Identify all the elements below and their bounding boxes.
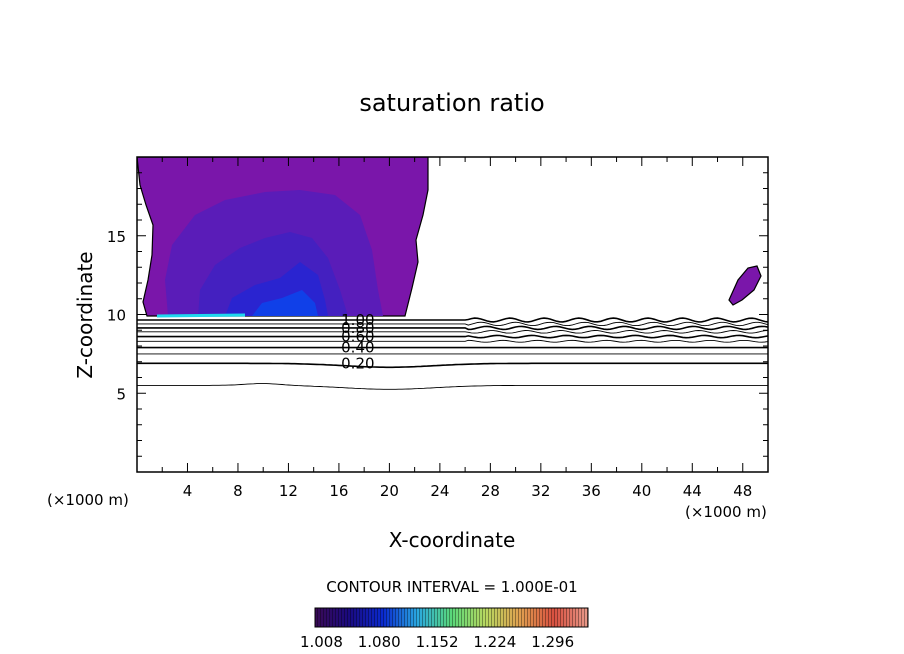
colorbar-tick-label: 1.296 <box>531 633 574 651</box>
shaded-regions <box>137 157 762 318</box>
x-tick-label: 8 <box>233 482 243 500</box>
supersaturated-region-small <box>728 265 762 306</box>
colorbar-tick-label: 1.152 <box>416 633 459 651</box>
x-unit-label-right: (×1000 m) <box>685 503 767 521</box>
contour-line <box>137 339 768 343</box>
contour-line <box>137 362 768 369</box>
contour-labels: 0.200.400.600.801.00 <box>341 311 374 372</box>
x-tick-label: 48 <box>733 482 752 500</box>
contour-line <box>137 330 768 334</box>
x-tick-label: 36 <box>582 482 601 500</box>
x-tick-label: 20 <box>380 482 399 500</box>
x-unit-label-left: (×1000 m) <box>47 491 129 509</box>
x-tick-label: 24 <box>430 482 449 500</box>
contour-line <box>137 325 768 331</box>
contour-line <box>137 321 768 327</box>
colorbar-tick-label: 1.008 <box>300 633 343 651</box>
contour-line <box>137 383 768 390</box>
contour-label: 0.60 <box>341 328 374 346</box>
contour-label: 0.40 <box>341 339 374 357</box>
contour-label: 1.00 <box>341 311 374 329</box>
x-axis-label: X-coordinate <box>389 528 516 552</box>
ridge-line <box>156 313 246 318</box>
x-tick-label: 32 <box>531 482 550 500</box>
contour-lines <box>137 317 768 390</box>
y-axis-label: Z-coordinate <box>73 251 97 378</box>
contour-line <box>137 317 768 323</box>
y-tick-labels: 5 10 15 <box>107 228 126 404</box>
axis-ticks <box>137 157 768 472</box>
x-tick-label: 4 <box>183 482 193 500</box>
x-tick-label: 40 <box>632 482 651 500</box>
colorbar-tick-labels: 1.008 1.080 1.152 1.224 1.296 <box>300 633 574 651</box>
chart-title: saturation ratio <box>359 89 544 117</box>
x-tick-label: 28 <box>481 482 500 500</box>
contour-label: 0.80 <box>341 319 374 337</box>
y-tick-label: 10 <box>107 307 126 325</box>
contour-line <box>137 334 768 339</box>
colorbar-tick-label: 1.080 <box>358 633 401 651</box>
colorbar-tick-label: 1.224 <box>473 633 516 651</box>
x-tick-label: 12 <box>279 482 298 500</box>
contour-label: 0.20 <box>341 354 374 372</box>
y-tick-label: 15 <box>107 228 126 246</box>
x-tick-labels: 4 8 12 16 20 24 28 32 36 40 44 48 <box>183 482 753 500</box>
colorbar-stripes <box>315 608 588 627</box>
x-tick-label: 16 <box>329 482 348 500</box>
y-tick-label: 5 <box>116 385 126 403</box>
region-level-5 <box>252 290 318 316</box>
x-tick-label: 44 <box>683 482 702 500</box>
contour-interval-note: CONTOUR INTERVAL = 1.000E-01 <box>326 578 577 596</box>
